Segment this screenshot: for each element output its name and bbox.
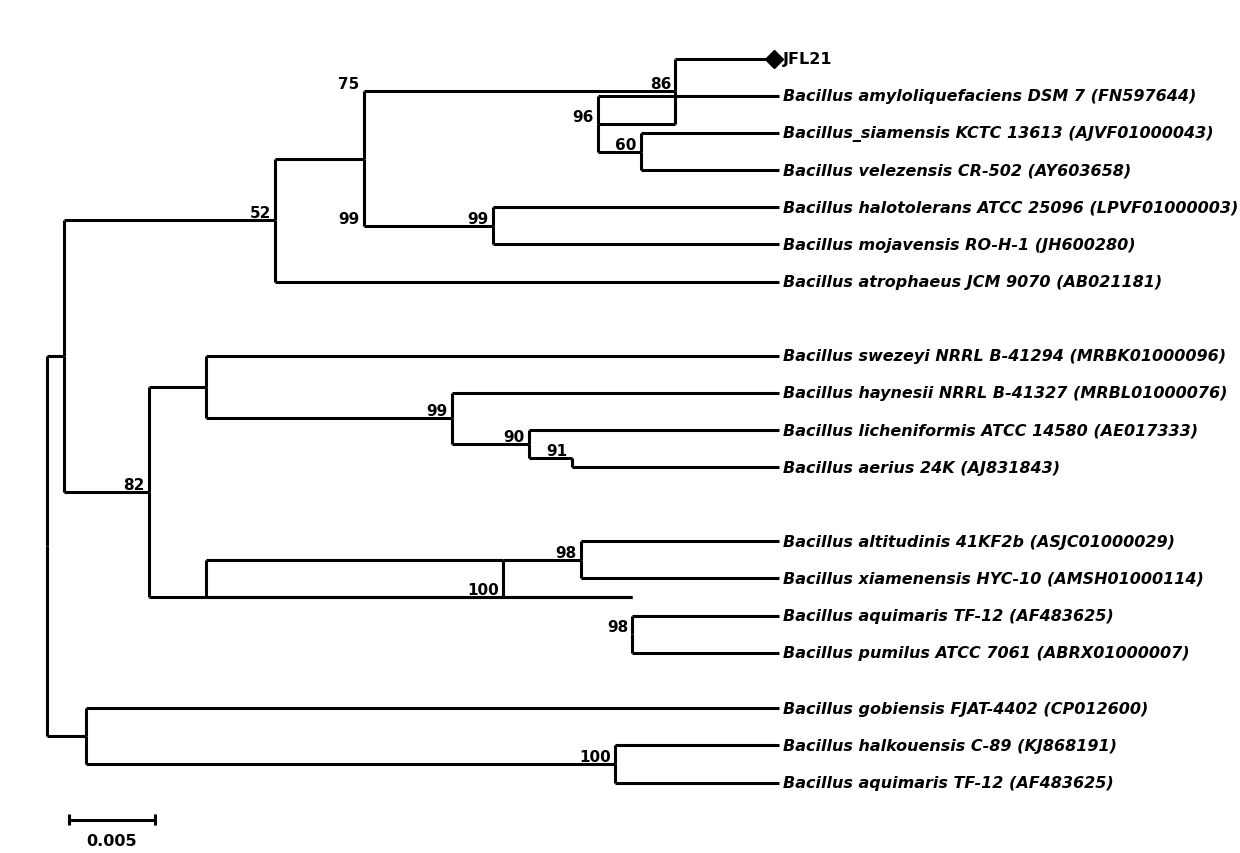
Text: Bacillus halotolerans ATCC 25096 (LPVF01000003): Bacillus halotolerans ATCC 25096 (LPVF01… xyxy=(782,200,1239,216)
Text: Bacillus amyloliquefaciens DSM 7 (FN597644): Bacillus amyloliquefaciens DSM 7 (FN5976… xyxy=(782,90,1197,104)
Text: 96: 96 xyxy=(573,110,594,125)
Text: Bacillus mojavensis RO-H-1 (JH600280): Bacillus mojavensis RO-H-1 (JH600280) xyxy=(782,238,1136,252)
Text: 52: 52 xyxy=(249,206,272,221)
Text: 98: 98 xyxy=(556,545,577,560)
Text: 0.005: 0.005 xyxy=(87,833,138,848)
Text: Bacillus aerius 24K (AJ831843): Bacillus aerius 24K (AJ831843) xyxy=(782,460,1060,475)
Text: 100: 100 xyxy=(579,749,611,764)
Text: 86: 86 xyxy=(650,78,671,92)
Text: Bacillus swezeyi NRRL B-41294 (MRBK01000096): Bacillus swezeyi NRRL B-41294 (MRBK01000… xyxy=(782,349,1226,364)
Text: Bacillus licheniformis ATCC 14580 (AE017333): Bacillus licheniformis ATCC 14580 (AE017… xyxy=(782,423,1198,438)
Text: Bacillus pumilus ATCC 7061 (ABRX01000007): Bacillus pumilus ATCC 7061 (ABRX01000007… xyxy=(782,646,1189,660)
Text: Bacillus gobiensis FJAT-4402 (CP012600): Bacillus gobiensis FJAT-4402 (CP012600) xyxy=(782,701,1148,716)
Text: Bacillus altitudinis 41KF2b (ASJC01000029): Bacillus altitudinis 41KF2b (ASJC0100002… xyxy=(782,534,1176,549)
Text: JFL21: JFL21 xyxy=(782,52,832,67)
Text: Bacillus aquimaris TF-12 (AF483625): Bacillus aquimaris TF-12 (AF483625) xyxy=(782,608,1114,624)
Text: 100: 100 xyxy=(467,583,498,597)
Text: 99: 99 xyxy=(427,404,448,419)
Text: Bacillus velezensis CR-502 (AY603658): Bacillus velezensis CR-502 (AY603658) xyxy=(782,164,1131,178)
Text: 75: 75 xyxy=(339,78,360,92)
Text: Bacillus_siamensis KCTC 13613 (AJVF01000043): Bacillus_siamensis KCTC 13613 (AJVF01000… xyxy=(782,126,1214,142)
Text: Bacillus aquimaris TF-12 (AF483625): Bacillus aquimaris TF-12 (AF483625) xyxy=(782,775,1114,790)
Text: Bacillus halkouensis C-89 (KJ868191): Bacillus halkouensis C-89 (KJ868191) xyxy=(782,738,1117,753)
Text: Bacillus xiamenensis HYC-10 (AMSH01000114): Bacillus xiamenensis HYC-10 (AMSH0100011… xyxy=(782,572,1204,586)
Text: 60: 60 xyxy=(615,137,636,153)
Text: Bacillus atrophaeus JCM 9070 (AB021181): Bacillus atrophaeus JCM 9070 (AB021181) xyxy=(782,275,1162,290)
Text: 90: 90 xyxy=(503,429,525,444)
Text: 82: 82 xyxy=(123,478,144,492)
Text: 99: 99 xyxy=(339,212,360,227)
Text: 99: 99 xyxy=(467,212,489,227)
Text: Bacillus haynesii NRRL B-41327 (MRBL01000076): Bacillus haynesii NRRL B-41327 (MRBL0100… xyxy=(782,386,1228,401)
Text: 91: 91 xyxy=(547,444,568,458)
Text: 98: 98 xyxy=(606,619,629,635)
